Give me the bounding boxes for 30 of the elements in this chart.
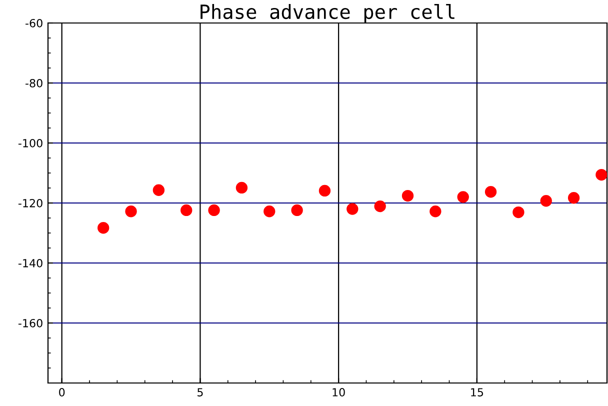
point bbox=[152, 184, 165, 196]
point bbox=[484, 186, 497, 198]
x-tick-label: 15 bbox=[471, 388, 484, 396]
y-tick-label: -140 bbox=[18, 258, 42, 268]
point bbox=[236, 182, 248, 194]
point bbox=[318, 184, 331, 197]
point bbox=[208, 204, 220, 216]
point bbox=[457, 191, 469, 203]
x-tick-label: 0 bbox=[59, 388, 65, 396]
y-tick-label: -160 bbox=[18, 318, 42, 328]
y-tick-label: -120 bbox=[18, 198, 42, 208]
y-tick-label: -100 bbox=[18, 138, 42, 148]
x-tick-label: 10 bbox=[332, 388, 345, 396]
point bbox=[596, 168, 607, 181]
chart-title: Phase advance per cell bbox=[200, 4, 454, 23]
point bbox=[402, 190, 414, 202]
point bbox=[430, 206, 442, 218]
point bbox=[125, 206, 137, 218]
point bbox=[98, 222, 110, 234]
y-tick-label: -80 bbox=[26, 78, 42, 88]
point bbox=[568, 192, 580, 204]
point bbox=[540, 195, 552, 207]
point bbox=[346, 203, 358, 215]
x-tick-label: 5 bbox=[198, 388, 203, 396]
point bbox=[180, 204, 192, 216]
point bbox=[512, 206, 524, 218]
y-tick-label: -60 bbox=[26, 18, 42, 28]
point bbox=[264, 206, 276, 218]
point bbox=[374, 200, 386, 212]
point bbox=[291, 204, 303, 216]
